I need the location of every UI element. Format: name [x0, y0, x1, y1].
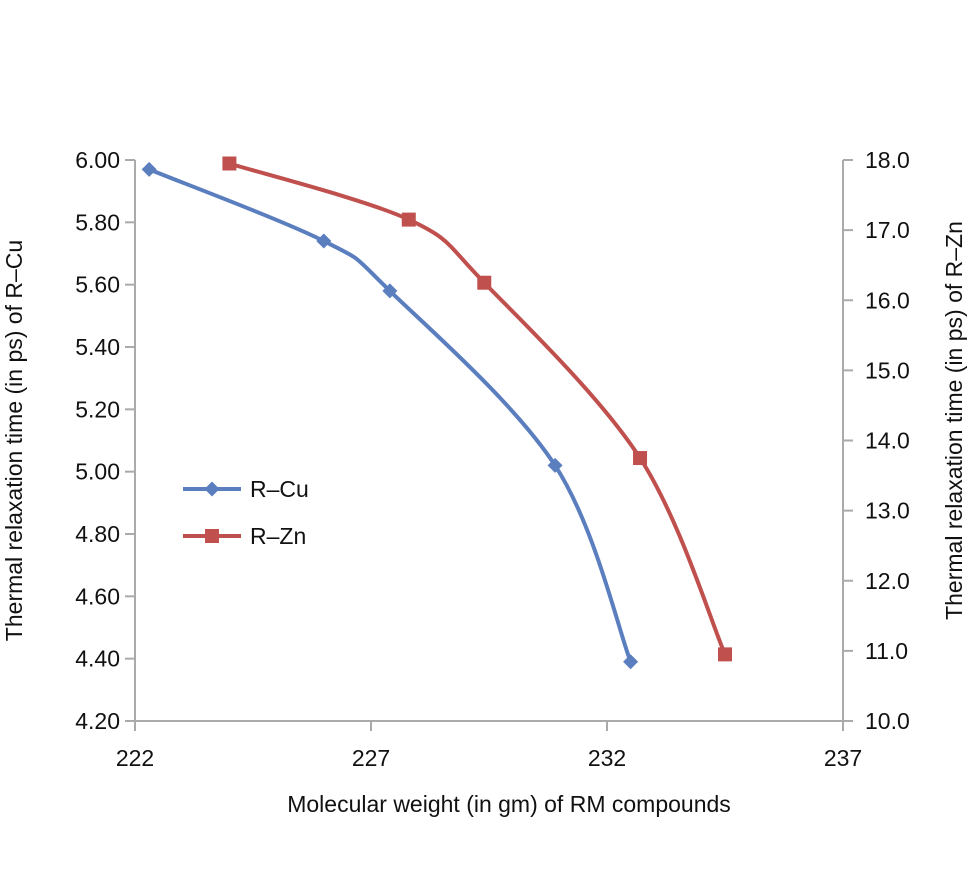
- y2-tick-label: 14.0: [865, 428, 910, 454]
- x-tick-label: 237: [824, 745, 862, 771]
- series-line: [228, 161, 727, 656]
- legend-label: R–Cu: [250, 476, 309, 502]
- data-point: [222, 156, 237, 171]
- y2-tick-label: 15.0: [865, 357, 910, 383]
- y-tick-label: 4.40: [75, 646, 120, 672]
- legend-marker: [204, 481, 220, 497]
- y-tick-label: 5.20: [75, 396, 120, 422]
- data-point: [547, 457, 563, 473]
- y2-tick-label: 18.0: [865, 147, 910, 173]
- x-tick-label: 222: [116, 745, 154, 771]
- data-point: [316, 233, 332, 249]
- legend: R–Cu R–Zn: [183, 476, 309, 549]
- data-point: [141, 161, 157, 177]
- y-tick-label: 5.40: [75, 334, 120, 360]
- y-tick-label: 4.60: [75, 583, 120, 609]
- data-point: [633, 451, 648, 466]
- x-axis-title: Molecular weight (in gm) of RM compounds: [287, 791, 731, 817]
- y2-tick-label: 13.0: [865, 498, 910, 524]
- legend-label: R–Zn: [250, 523, 306, 549]
- ticks: 4.20 4.40 4.60 4.80 5.00 5.20 5.40 5.60 5.80 6.00…: [75, 147, 910, 771]
- y-tick-label: 5.80: [75, 209, 120, 235]
- y-tick-label: 4.20: [75, 708, 120, 734]
- legend-item-r-cu: R–Cu: [183, 476, 309, 502]
- series-line: [148, 167, 633, 663]
- y-tick-label: 5.60: [75, 272, 120, 298]
- y2-tick-label: 11.0: [865, 638, 908, 664]
- data-point: [382, 283, 398, 299]
- data-point: [718, 647, 732, 662]
- y-tick-label: 6.00: [75, 147, 120, 173]
- data-point: [623, 654, 639, 670]
- series-r-zn: [222, 156, 732, 662]
- y2-tick-label: 12.0: [865, 568, 910, 594]
- series-r-cu: [141, 161, 639, 670]
- y-axis-title: Thermal relaxation time (in ps) of R–Cu: [1, 240, 27, 641]
- series: [141, 156, 732, 670]
- x-tick-label: 232: [588, 745, 626, 771]
- y2-tick-label: 16.0: [865, 287, 910, 313]
- data-point: [477, 275, 492, 290]
- y2-tick-label: 10.0: [865, 708, 910, 734]
- y-tick-label: 5.00: [75, 459, 120, 485]
- legend-item-r-zn: R–Zn: [183, 523, 306, 549]
- legend-marker: [205, 529, 219, 543]
- data-point: [401, 212, 416, 227]
- axes: [134, 160, 844, 722]
- y2-tick-label: 17.0: [865, 217, 910, 243]
- y2-axis-title: Thermal relaxation time (in ps) of R–Zn: [941, 221, 967, 620]
- y-tick-label: 4.80: [75, 521, 120, 547]
- x-tick-label: 227: [352, 745, 390, 771]
